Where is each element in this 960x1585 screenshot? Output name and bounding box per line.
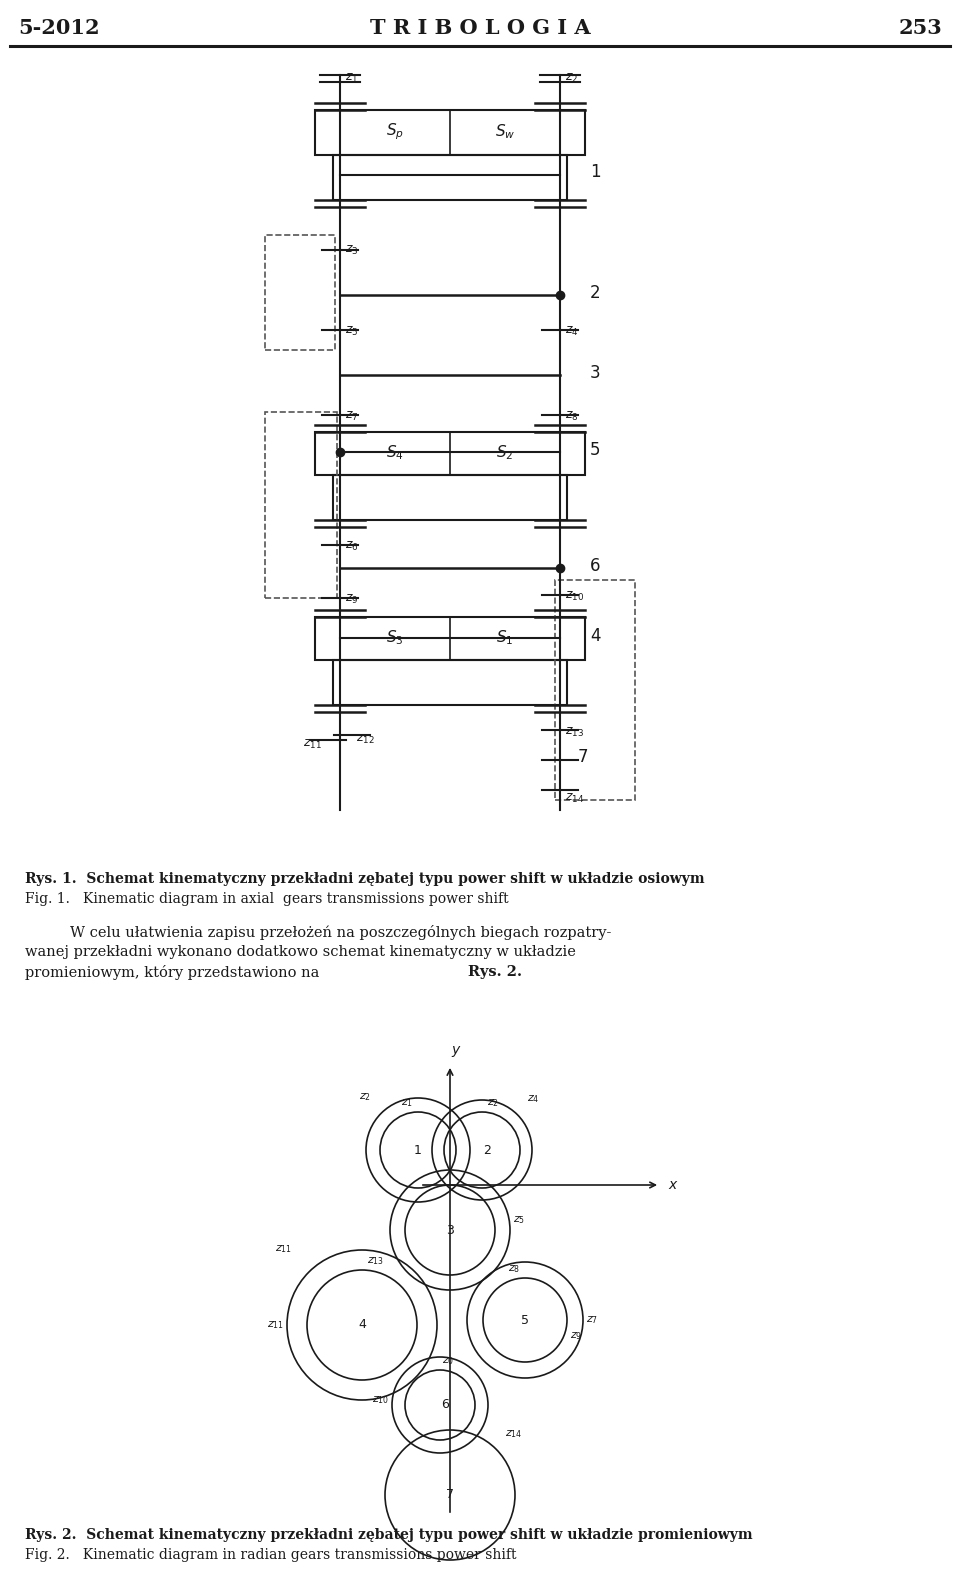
Text: $z_7$: $z_7$ bbox=[586, 1314, 598, 1327]
Text: 3: 3 bbox=[446, 1224, 454, 1236]
Text: 1: 1 bbox=[590, 163, 601, 181]
Text: $z_7$: $z_7$ bbox=[345, 411, 358, 423]
Text: $z_8$: $z_8$ bbox=[508, 1263, 520, 1274]
Text: $z_{11}$: $z_{11}$ bbox=[267, 1319, 284, 1331]
Text: $z_4$: $z_4$ bbox=[527, 1094, 540, 1105]
Bar bbox=[333, 659, 567, 705]
Text: promieniowym, który przedstawiono na: promieniowym, który przedstawiono na bbox=[25, 965, 324, 980]
Text: $z_{10}$: $z_{10}$ bbox=[565, 590, 584, 604]
Text: $z_{14}$: $z_{14}$ bbox=[505, 1428, 522, 1441]
Text: 4: 4 bbox=[590, 628, 601, 645]
Text: 5: 5 bbox=[521, 1314, 529, 1327]
Text: x: x bbox=[668, 1178, 676, 1192]
Text: $z_1$: $z_1$ bbox=[401, 1097, 413, 1110]
Text: $z_8$: $z_8$ bbox=[565, 411, 579, 423]
Text: $z_{14}$: $z_{14}$ bbox=[565, 792, 584, 805]
Text: 6: 6 bbox=[590, 556, 601, 575]
Text: 7: 7 bbox=[578, 748, 588, 766]
Bar bbox=[315, 617, 585, 659]
Text: 7: 7 bbox=[446, 1488, 454, 1501]
Text: $z_{11}$: $z_{11}$ bbox=[303, 739, 322, 751]
Text: Rys. 2.: Rys. 2. bbox=[468, 965, 522, 980]
Text: $z_1$: $z_1$ bbox=[345, 71, 358, 86]
Text: $z_{10}$: $z_{10}$ bbox=[372, 1395, 389, 1406]
Text: Fig. 2.   Kinematic diagram in radian gears transmissions power shift: Fig. 2. Kinematic diagram in radian gear… bbox=[25, 1549, 516, 1561]
Text: $S_p$: $S_p$ bbox=[386, 122, 404, 143]
Text: $z_2$: $z_2$ bbox=[359, 1090, 371, 1103]
Text: $z_6$: $z_6$ bbox=[345, 540, 359, 553]
Text: Fig. 1.   Kinematic diagram in axial  gears transmissions power shift: Fig. 1. Kinematic diagram in axial gears… bbox=[25, 892, 509, 907]
Text: $S_2$: $S_2$ bbox=[496, 444, 514, 463]
Text: $z_9$: $z_9$ bbox=[570, 1330, 583, 1342]
Bar bbox=[333, 155, 567, 200]
Text: 6: 6 bbox=[441, 1398, 449, 1412]
Text: 3: 3 bbox=[590, 365, 601, 382]
Text: wanej przekładni wykonano dodatkowo schemat kinematyczny w układzie: wanej przekładni wykonano dodatkowo sche… bbox=[25, 945, 576, 959]
Text: $S_4$: $S_4$ bbox=[386, 444, 404, 463]
Text: 4: 4 bbox=[358, 1319, 366, 1331]
Text: 1: 1 bbox=[414, 1143, 422, 1157]
Text: 2: 2 bbox=[590, 284, 601, 303]
Text: $S_3$: $S_3$ bbox=[386, 629, 404, 647]
Text: $z_0$: $z_0$ bbox=[442, 1355, 454, 1366]
Text: $z_5$: $z_5$ bbox=[345, 325, 358, 338]
Text: $z_{12}$: $z_{12}$ bbox=[356, 732, 374, 747]
Text: Rys. 1.  Schemat kinematyczny przekładni zębatej typu power shift w układzie osi: Rys. 1. Schemat kinematyczny przekładni … bbox=[25, 872, 705, 886]
Text: $z_9$: $z_9$ bbox=[345, 593, 358, 605]
Text: $z_2$: $z_2$ bbox=[487, 1097, 499, 1110]
Text: $z_3$: $z_3$ bbox=[345, 244, 358, 257]
Text: 2: 2 bbox=[483, 1143, 491, 1157]
Text: T R I B O L O G I A: T R I B O L O G I A bbox=[370, 17, 590, 38]
Text: Rys. 2.  Schemat kinematyczny przekładni zębatej typu power shift w układzie pro: Rys. 2. Schemat kinematyczny przekładni … bbox=[25, 1528, 753, 1542]
Text: 5-2012: 5-2012 bbox=[18, 17, 100, 38]
Bar bbox=[315, 109, 585, 155]
Text: $S_w$: $S_w$ bbox=[494, 122, 516, 141]
Text: $S_1$: $S_1$ bbox=[496, 629, 514, 647]
Text: $z_{13}$: $z_{13}$ bbox=[565, 726, 584, 739]
Text: $z_2$: $z_2$ bbox=[565, 71, 578, 86]
Text: y: y bbox=[451, 1043, 459, 1057]
Text: W celu ułatwienia zapisu przełożeń na poszczególnych biegach rozpatry-: W celu ułatwienia zapisu przełożeń na po… bbox=[70, 926, 612, 940]
Text: $z_5$: $z_5$ bbox=[513, 1214, 525, 1225]
Text: $z_{13}$: $z_{13}$ bbox=[367, 1255, 384, 1266]
Bar bbox=[315, 433, 585, 476]
Text: $z_4$: $z_4$ bbox=[565, 325, 579, 338]
Bar bbox=[333, 476, 567, 520]
Text: 253: 253 bbox=[899, 17, 942, 38]
Text: 5: 5 bbox=[590, 441, 601, 460]
Text: $z_{11}$: $z_{11}$ bbox=[275, 1243, 292, 1255]
